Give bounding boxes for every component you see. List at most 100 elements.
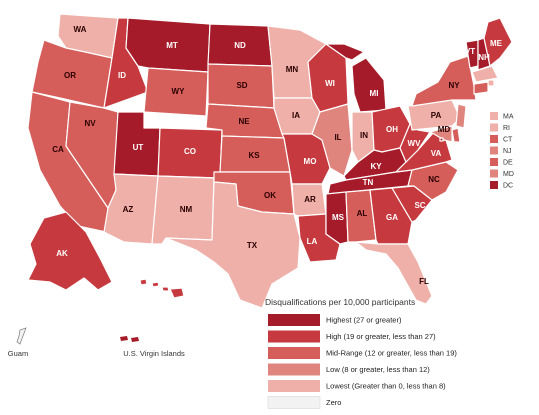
small-state-swatch-md[interactable] xyxy=(490,169,498,178)
legend-swatch-low xyxy=(268,363,320,376)
state-label-id: ID xyxy=(118,71,126,80)
legend-swatch-lowest xyxy=(268,380,320,392)
state-ak[interactable] xyxy=(27,211,113,291)
legend-label-mid: Mid-Range (12 or greater, less than 19) xyxy=(326,348,457,357)
state-wy[interactable] xyxy=(143,67,209,117)
state-label-wv: WV xyxy=(408,139,422,148)
state-label-mt: MT xyxy=(166,41,178,50)
legend-label-low: Low (8 or greater, less than 12) xyxy=(326,365,430,374)
state-label-mn: MN xyxy=(286,65,299,74)
small-state-label-dc: DC xyxy=(503,182,513,189)
state-label-nh: NH xyxy=(478,53,490,62)
state-tx[interactable] xyxy=(165,181,301,309)
state-fl[interactable] xyxy=(355,241,433,305)
state-label-hi: HI xyxy=(174,300,182,309)
state-labels: WA OR CA ID NV MT WY UT AZ CO NM ND SD NE KS OK TX MN IA MO… xyxy=(52,25,502,309)
guam-shape[interactable] xyxy=(16,327,27,345)
state-de[interactable] xyxy=(451,127,461,143)
legend-label-highest: Highest (27 or greater) xyxy=(326,315,402,324)
legend-swatch-mid xyxy=(268,347,320,359)
state-il[interactable] xyxy=(311,103,353,177)
state-label-co: CO xyxy=(184,147,196,156)
state-label-ut: UT xyxy=(133,143,144,152)
state-ct[interactable] xyxy=(473,81,489,95)
small-state-label-de: DE xyxy=(503,159,513,166)
small-state-label-nj: NJ xyxy=(503,148,512,155)
state-label-mo: MO xyxy=(304,157,317,166)
legend-label-high: High (19 or greater, less than 27) xyxy=(326,332,436,341)
state-label-tn: TN xyxy=(363,178,374,187)
state-label-nv: NV xyxy=(84,119,96,128)
legend-swatch-zero xyxy=(267,396,321,409)
state-label-me: ME xyxy=(490,39,503,48)
legend-label-zero: Zero xyxy=(326,398,341,407)
small-state-swatch-de[interactable] xyxy=(490,158,498,166)
small-state-swatch-ct[interactable] xyxy=(490,135,498,143)
state-label-ms: MS xyxy=(332,213,345,222)
usvi-label: U.S. Virgin Islands xyxy=(123,349,185,358)
small-states-key: MA RI CT NJ DE MD DC xyxy=(490,112,514,189)
legend-swatch-highest xyxy=(268,314,320,326)
legend-label-lowest: Lowest (Greater than 0, less than 8) xyxy=(326,381,446,390)
state-label-ne: NE xyxy=(238,117,250,126)
state-label-ia: IA xyxy=(292,111,300,120)
state-label-wa: WA xyxy=(74,25,87,34)
usvi-shape[interactable] xyxy=(120,336,139,342)
state-label-il: IL xyxy=(334,133,341,142)
small-state-swatch-nj[interactable] xyxy=(490,146,498,155)
territories: Guam U.S. Virgin Islands xyxy=(8,327,185,358)
state-label-ny: NY xyxy=(448,81,460,90)
state-label-al: AL xyxy=(357,209,368,218)
state-ma[interactable] xyxy=(471,65,499,83)
state-label-nm: NM xyxy=(180,205,193,214)
states-layer xyxy=(27,13,513,309)
state-label-ak: AK xyxy=(56,249,68,258)
state-label-ks: KS xyxy=(248,151,260,160)
state-nj[interactable] xyxy=(455,103,467,129)
state-label-md: MD xyxy=(438,125,451,134)
state-label-nc: NC xyxy=(428,175,440,184)
small-state-swatch-ri[interactable] xyxy=(490,123,498,132)
state-label-ok: OK xyxy=(264,191,276,200)
state-label-wi: WI xyxy=(325,79,335,88)
state-label-tx: TX xyxy=(247,241,258,250)
state-label-nd: ND xyxy=(234,41,246,50)
state-al[interactable] xyxy=(345,189,377,243)
legend-items: Highest (27 or greater) High (19 or great… xyxy=(267,314,457,409)
state-label-la: LA xyxy=(307,237,318,246)
state-label-in: IN xyxy=(360,131,368,140)
state-ms[interactable] xyxy=(325,191,349,245)
state-ny[interactable] xyxy=(411,55,477,107)
legend-title: Disqualifications per 10,000 participant… xyxy=(265,297,415,307)
state-label-va: VA xyxy=(431,149,442,158)
state-ri[interactable] xyxy=(487,79,495,87)
state-label-az: AZ xyxy=(123,205,134,214)
legend: Disqualifications per 10,000 participant… xyxy=(265,297,457,409)
small-state-label-md: MD xyxy=(503,171,514,178)
state-label-ca: CA xyxy=(52,145,64,154)
state-label-ar: AR xyxy=(304,195,316,204)
state-label-ga: GA xyxy=(386,213,398,222)
state-label-oh: OH xyxy=(386,125,398,134)
state-hi[interactable] xyxy=(139,278,185,299)
state-label-ky: KY xyxy=(370,162,382,171)
state-label-wy: WY xyxy=(172,87,186,96)
small-state-swatch-dc[interactable] xyxy=(490,181,498,189)
state-mi[interactable] xyxy=(351,57,387,113)
state-label-fl: FL xyxy=(419,277,429,286)
state-md[interactable] xyxy=(429,125,453,143)
state-label-sd: SD xyxy=(236,81,247,90)
state-dc[interactable] xyxy=(439,137,444,142)
guam-label: Guam xyxy=(8,349,28,358)
small-state-label-ri: RI xyxy=(503,125,510,132)
state-label-or: OR xyxy=(64,71,76,80)
state-mi-upper[interactable] xyxy=(325,43,365,61)
small-state-label-ct: CT xyxy=(503,136,513,143)
small-state-label-ma: MA xyxy=(503,113,514,120)
state-label-vt: VT xyxy=(465,47,475,56)
state-label-sc: SC xyxy=(414,201,425,210)
state-label-pa: PA xyxy=(431,111,442,120)
small-state-swatch-ma[interactable] xyxy=(490,112,498,120)
